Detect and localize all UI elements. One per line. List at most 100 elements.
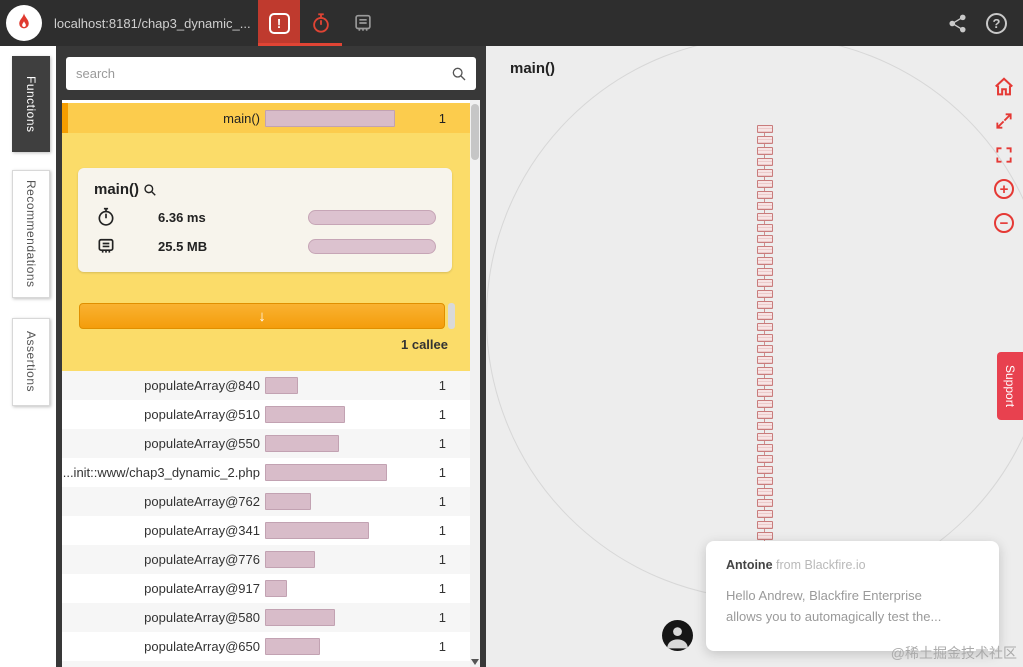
graph-node[interactable] (757, 433, 773, 441)
graph-node[interactable] (757, 180, 773, 188)
call-graph-chain (757, 125, 773, 543)
table-row[interactable]: populateArray@650 1 (62, 632, 480, 661)
graph-node[interactable] (757, 532, 773, 540)
function-name: populateArray@776 (144, 552, 260, 567)
minus-icon: − (994, 213, 1014, 233)
call-count: 1 (438, 494, 446, 509)
graph-node[interactable] (757, 323, 773, 331)
graph-node[interactable] (757, 400, 773, 408)
function-name: populateArray@550 (144, 436, 260, 451)
graph-node[interactable] (757, 334, 773, 342)
home-button[interactable] (993, 76, 1015, 98)
inspect-search-icon[interactable] (143, 183, 157, 197)
detail-function-name: main() (94, 181, 139, 198)
graph-toolbar: + − (993, 76, 1015, 234)
tab-assertions[interactable]: Assertions (12, 318, 50, 406)
function-name: populateArray@762 (144, 494, 260, 509)
table-row[interactable]: populateArray@917 1 (62, 574, 480, 603)
graph-node[interactable] (757, 290, 773, 298)
graph-node[interactable] (757, 422, 773, 430)
tab-recommendations[interactable]: Recommendations (12, 170, 50, 298)
table-row[interactable]: populateArray@550 1 (62, 429, 480, 458)
function-name: populateArray@840 (144, 378, 260, 393)
graph-node[interactable] (757, 521, 773, 529)
graph-node[interactable] (757, 213, 773, 221)
graph-node[interactable] (757, 279, 773, 287)
graph-node[interactable] (757, 235, 773, 243)
selected-function-row[interactable]: main() 1 (62, 103, 480, 133)
scrollbar-down-icon[interactable] (471, 659, 479, 665)
call-count: 1 (438, 610, 446, 625)
search-icon[interactable] (451, 66, 467, 82)
graph-node[interactable] (757, 301, 773, 309)
table-row[interactable]: populateArray@580 1 (62, 603, 480, 632)
stopwatch-tool[interactable] (300, 0, 342, 46)
table-row[interactable]: populateArray@776 1 (62, 545, 480, 574)
memory-tool[interactable] (342, 0, 384, 46)
show-callees-button[interactable]: ↓ (79, 303, 445, 329)
list-scrollbar[interactable] (470, 100, 480, 667)
function-detail-card: main() 6.36 ms 25.5 MB (78, 168, 452, 272)
table-row[interactable]: populateArray@762 1 (62, 487, 480, 516)
graph-node[interactable] (757, 125, 773, 133)
tab-functions-label: Functions (24, 75, 38, 133)
graph-node[interactable] (757, 191, 773, 199)
table-row[interactable] (62, 661, 480, 667)
help-icon[interactable]: ? (986, 12, 1007, 34)
graph-node[interactable] (757, 356, 773, 364)
stopwatch-icon (98, 207, 114, 226)
graph-node[interactable] (757, 389, 773, 397)
graph-node[interactable] (757, 378, 773, 386)
function-name: populateArray@341 (144, 523, 260, 538)
chat-avatar[interactable] (662, 620, 693, 651)
scrollbar-thumb[interactable] (471, 104, 479, 160)
tab-recommendations-label: Recommendations (24, 180, 38, 288)
support-label: Support (1003, 364, 1017, 408)
search-input[interactable] (66, 66, 451, 81)
exclamation-tool[interactable]: ! (258, 0, 300, 46)
graph-node[interactable] (757, 246, 773, 254)
graph-node[interactable] (757, 477, 773, 485)
graph-node[interactable] (757, 411, 773, 419)
chat-widget[interactable]: Antoine from Blackfire.io Hello Andrew, … (706, 541, 999, 651)
graph-node[interactable] (757, 488, 773, 496)
graph-node[interactable] (757, 147, 773, 155)
zoom-in-button[interactable]: + (993, 178, 1015, 200)
table-row[interactable]: ...init::www/chap3_dynamic_2.php 1 (62, 458, 480, 487)
graph-node[interactable] (757, 444, 773, 452)
tab-assertions-label: Assertions (24, 331, 38, 393)
watermark: @稀土掘金技术社区 (890, 645, 1017, 661)
graph-node[interactable] (757, 158, 773, 166)
zoom-out-button[interactable]: − (993, 212, 1015, 234)
exclamation-icon: ! (268, 12, 290, 34)
graph-node[interactable] (757, 312, 773, 320)
cost-bar (264, 638, 410, 655)
graph-node[interactable] (757, 257, 773, 265)
graph-node[interactable] (757, 202, 773, 210)
graph-node[interactable] (757, 136, 773, 144)
share-icon[interactable] (947, 13, 968, 34)
expand-button[interactable] (993, 110, 1015, 132)
graph-node[interactable] (757, 169, 773, 177)
graph-node[interactable] (757, 466, 773, 474)
fullscreen-button[interactable] (993, 144, 1015, 166)
support-tab[interactable]: Support (997, 352, 1023, 420)
table-row[interactable]: populateArray@840 1 (62, 371, 480, 400)
graph-node[interactable] (757, 224, 773, 232)
graph-node[interactable] (757, 499, 773, 507)
graph-node[interactable] (757, 455, 773, 463)
graph-node[interactable] (757, 367, 773, 375)
table-row[interactable]: populateArray@341 1 (62, 516, 480, 545)
detail-scrollbar[interactable] (448, 303, 455, 329)
tab-functions[interactable]: Functions (12, 56, 50, 152)
call-count: 1 (438, 581, 446, 596)
call-count: 1 (438, 523, 446, 538)
graph-node[interactable] (757, 510, 773, 518)
function-name: populateArray@650 (144, 639, 260, 654)
cost-bar (264, 609, 410, 626)
functions-panel: main() 1 main() 6.36 ms (56, 46, 486, 667)
blackfire-logo[interactable] (6, 5, 42, 41)
table-row[interactable]: populateArray@510 1 (62, 400, 480, 429)
graph-node[interactable] (757, 345, 773, 353)
graph-node[interactable] (757, 268, 773, 276)
